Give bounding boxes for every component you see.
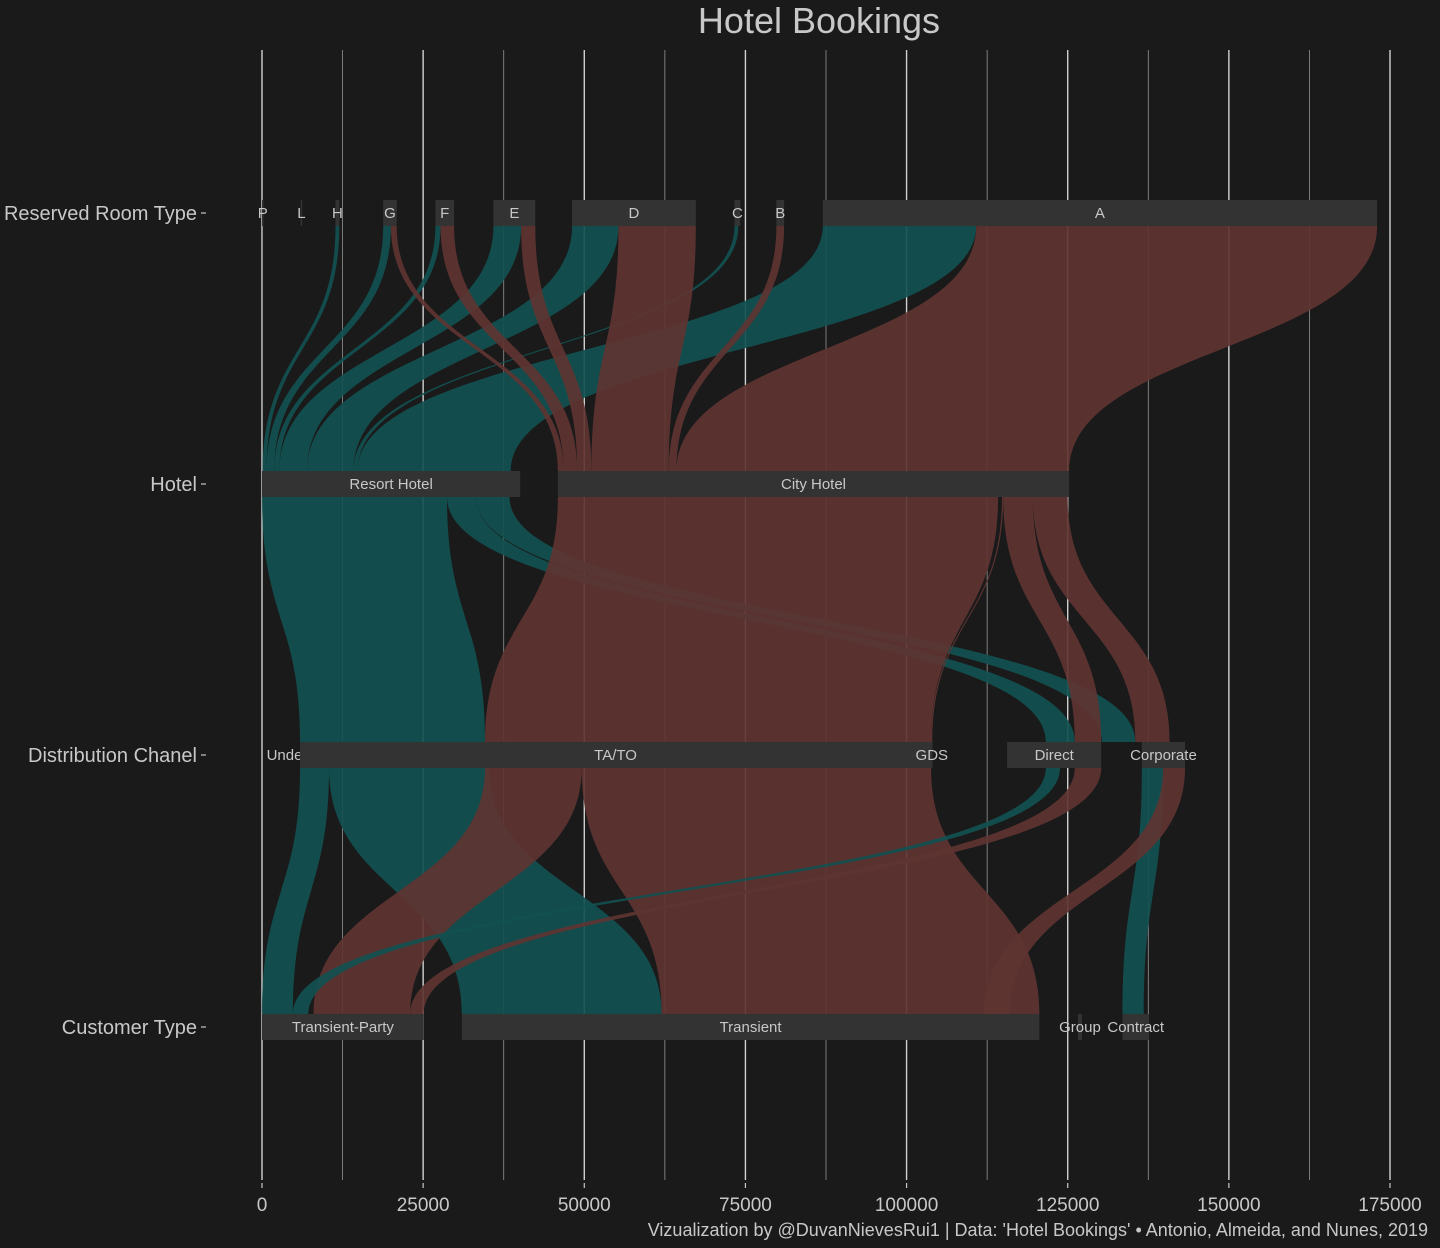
stratum-label: Resort Hotel	[349, 476, 432, 493]
stratum-node	[557, 471, 1070, 497]
stratum-label: GDS	[916, 747, 949, 764]
x-tick-label: 25000	[397, 1195, 450, 1216]
stratum-label: City Hotel	[781, 476, 846, 493]
stratum-label: L	[297, 205, 305, 222]
flow-ribbon	[262, 768, 330, 1014]
stratum-node	[461, 1014, 1040, 1040]
stratum-label: D	[628, 205, 639, 222]
stratum-node	[1141, 742, 1186, 768]
flow-ribbon	[390, 226, 564, 471]
stratum-node	[734, 200, 741, 226]
x-tick-labels: 0 25000 50000 75000 100000 125000 150000 175000	[257, 1183, 1422, 1216]
flow-ribbon	[485, 497, 999, 742]
chart-caption: Vizualization by @DuvanNievesRui1 | Data…	[648, 1220, 1428, 1240]
axis-label: Reserved Room Type	[4, 203, 197, 225]
flow-ribbon	[262, 497, 486, 742]
flow-ribbon	[274, 226, 441, 471]
x-tick-label: 0	[257, 1195, 268, 1216]
stratum-node	[776, 200, 785, 226]
stratum-node	[931, 742, 933, 768]
stratum-label: A	[1095, 205, 1105, 222]
flow-ribbons	[262, 226, 1378, 1014]
flow-ribbon	[668, 226, 785, 471]
stratum-label: B	[775, 205, 785, 222]
flow-ribbon	[1032, 497, 1170, 742]
flow-ribbon	[410, 768, 1102, 1014]
stratum-node	[300, 200, 303, 226]
stratum-label: Group	[1059, 1019, 1101, 1036]
flow-ribbon	[676, 226, 1378, 471]
stratum-node	[383, 200, 397, 226]
stratum-node	[1122, 1014, 1149, 1040]
stratum-label: Transient	[720, 1019, 783, 1036]
stratum-label: F	[440, 205, 449, 222]
flow-ribbon	[262, 226, 340, 471]
stratum-node	[335, 200, 340, 226]
flow-ribbon	[353, 226, 739, 471]
chart-title: Hotel Bookings	[698, 0, 940, 41]
stratum-label: Transient-Party	[292, 1019, 394, 1036]
stratum-node	[493, 200, 536, 226]
axis-label: Customer Type	[62, 1017, 197, 1039]
stratum-label: C	[732, 205, 743, 222]
flow-ribbon	[521, 226, 592, 471]
flow-ribbon	[591, 226, 696, 471]
stratum-label: H	[332, 205, 343, 222]
axis-labels: Reserved Room Type Hotel Distribution Chan…	[4, 203, 206, 1039]
stratum-node	[822, 200, 1378, 226]
flow-ribbon	[440, 226, 578, 471]
stratum-node	[262, 1014, 424, 1040]
stratum-label: G	[384, 205, 396, 222]
stratum-node	[572, 200, 696, 226]
stratum-node	[300, 742, 932, 768]
x-tick-label: 125000	[1036, 1195, 1099, 1216]
axis-label: Hotel	[150, 474, 197, 496]
stratum-node	[435, 200, 455, 226]
x-tick-label: 150000	[1197, 1195, 1260, 1216]
stratum-label: Contract	[1107, 1019, 1165, 1036]
x-tick-label: 175000	[1358, 1195, 1421, 1216]
flow-ribbon	[292, 768, 1060, 1014]
stratum-label: Corporate	[1130, 747, 1197, 764]
stratum-label: TA/TO	[594, 747, 637, 764]
flow-ribbon	[266, 226, 391, 471]
x-tick-label: 100000	[875, 1195, 938, 1216]
stratum-label: Direct	[1035, 747, 1075, 764]
x-tick-label: 50000	[558, 1195, 611, 1216]
stratum-node	[1078, 1014, 1082, 1040]
flow-ribbon	[983, 768, 1186, 1014]
stratum-label: P	[258, 205, 268, 222]
axis-label: Distribution Chanel	[28, 745, 197, 767]
flow-ribbon	[1003, 497, 1102, 742]
x-tick-label: 75000	[719, 1195, 772, 1216]
flow-ribbon	[581, 768, 1040, 1014]
flow-ribbon	[307, 226, 619, 471]
flow-ribbon	[931, 497, 1004, 742]
stratum-node	[262, 200, 264, 226]
stratum-node	[1007, 742, 1102, 768]
flow-ribbon	[279, 226, 522, 471]
stratum-label: E	[509, 205, 519, 222]
stratum-node	[262, 471, 521, 497]
